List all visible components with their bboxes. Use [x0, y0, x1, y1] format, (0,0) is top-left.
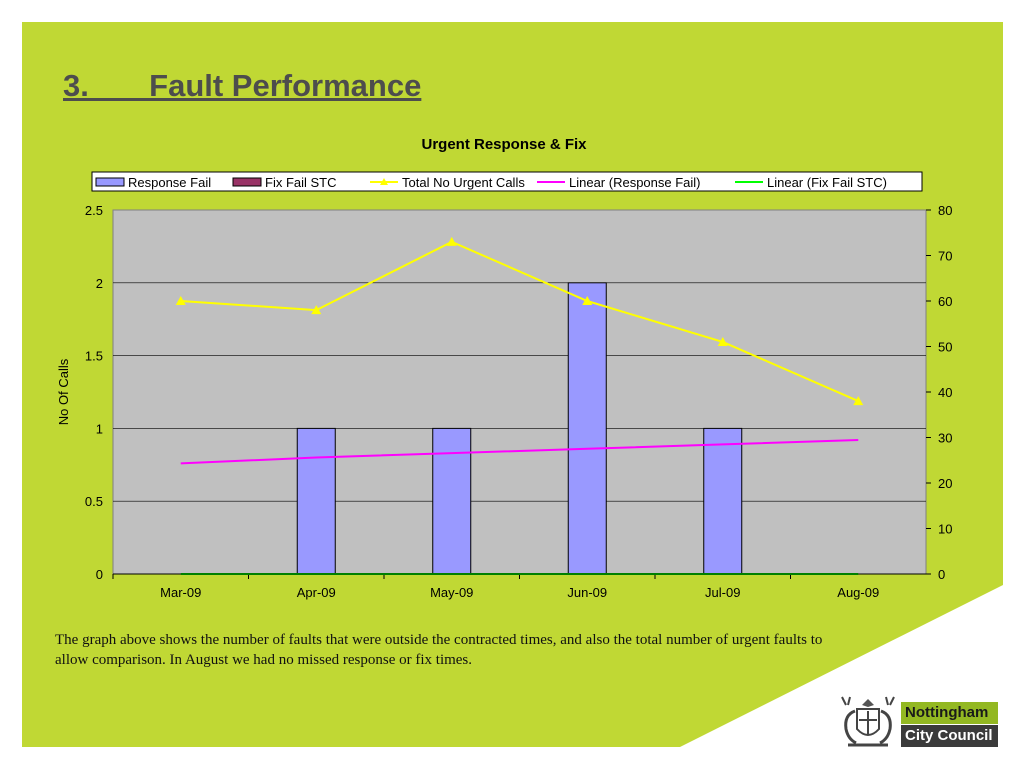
data-point: [175, 296, 186, 305]
y2-tick-label: 10: [938, 522, 952, 537]
data-point: [717, 336, 728, 346]
y-tick-label: 2.5: [85, 203, 103, 218]
legend-marker-2: [380, 178, 388, 185]
coat-of-arms-icon: [841, 696, 895, 747]
y-axis-title: No Of Calls: [56, 358, 71, 425]
x-tick-label: Mar-09: [160, 585, 201, 600]
series-line-total-no-urgent-calls: [180, 240, 859, 403]
chart-title: Urgent Response & Fix: [421, 136, 587, 153]
slide-title: 3. Fault Performance: [63, 68, 422, 103]
x-tick-label: Jun-09: [567, 585, 607, 600]
bar-response-fail: [296, 427, 336, 575]
y2-tick-label: 50: [938, 340, 952, 355]
x-tick-label: Jul-09: [705, 585, 740, 600]
y-tick-label: 1: [96, 421, 103, 436]
logo-text-line1: Nottingham: [901, 702, 998, 724]
data-point: [311, 305, 322, 315]
legend-box: [91, 171, 923, 192]
data-point: [446, 236, 457, 246]
slide-caption: The graph above shows the number of faul…: [55, 632, 823, 668]
legend-label-0: Response Fail: [128, 175, 211, 190]
data-point: [582, 296, 593, 305]
x-tick-label: May-09: [430, 585, 473, 600]
y2-tick-label: 20: [938, 476, 952, 491]
y-tick-label: 0.5: [85, 494, 103, 509]
legend-label-1: Fix Fail STC: [265, 175, 337, 190]
y2-tick-label: 40: [938, 385, 952, 400]
legend-label-3: Linear (Response Fail): [569, 175, 701, 190]
y2-tick-label: 0: [938, 567, 945, 582]
legend-label-2: Total No Urgent Calls: [402, 175, 525, 190]
y-tick-label: 0: [96, 567, 103, 582]
y-tick-label: 2: [96, 276, 103, 291]
legend-swatch-1: [232, 177, 262, 187]
chart: Urgent Response & Fix Response Fail Fix Fa…: [40, 128, 980, 608]
y2-tick-label: 60: [938, 294, 952, 309]
x-tick-label: Aug-09: [837, 585, 879, 600]
y-tick-label: 1.5: [85, 349, 103, 364]
plot-area: [112, 209, 927, 575]
x-tick-label: Apr-09: [297, 585, 336, 600]
y2-tick-label: 30: [938, 431, 952, 446]
nottingham-city-council-logo: Nottingham City Council: [838, 695, 1008, 755]
bar-response-fail: [432, 427, 472, 575]
series-line-linear-response-fail-: [180, 439, 859, 465]
data-point: [853, 396, 864, 406]
bar-response-fail: [703, 427, 743, 575]
legend-label-4: Linear (Fix Fail STC): [767, 175, 887, 190]
bar-response-fail: [567, 282, 607, 575]
chart-svg: Urgent Response & Fix Response Fail Fix Fa…: [56, 136, 952, 600]
y2-tick-label: 70: [938, 249, 952, 264]
legend-swatch-0: [95, 177, 125, 187]
logo-text-line2: City Council: [901, 725, 998, 747]
y2-tick-label: 80: [938, 203, 952, 218]
